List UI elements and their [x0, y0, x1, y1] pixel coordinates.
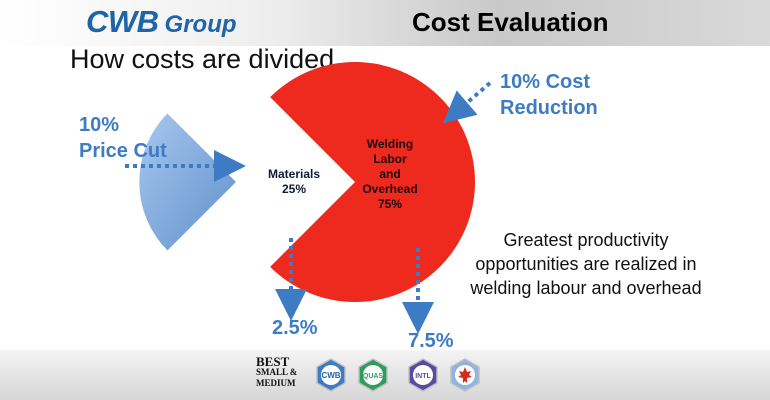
best-small-medium-logo: BEST SMALL & MEDIUM: [256, 354, 308, 396]
pie-label-line: and: [379, 167, 400, 181]
price-cut-percent: 10%: [79, 114, 120, 136]
price-cut-annotation: 10% Price Cut: [79, 112, 167, 164]
pie-label-line: Welding: [367, 137, 413, 151]
best-logo-line-1: BEST: [256, 354, 290, 369]
labor-share-label: 7.5%: [408, 330, 454, 352]
cost-reduction-label: Reduction: [500, 97, 598, 119]
brand-main: CWB: [86, 4, 159, 39]
best-logo-line-2: SMALL &: [256, 367, 298, 377]
intl-seal-logo: INTL: [408, 358, 438, 392]
maple-leaf-seal-logo: [450, 358, 480, 392]
best-logo-line-3: MEDIUM: [256, 378, 296, 388]
pie-slice-materials: [137, 111, 239, 253]
pie-label-line: 25%: [282, 182, 306, 196]
slide-subtitle: How costs are divided.: [70, 44, 342, 74]
quas-seal-text: QUAS: [363, 373, 384, 380]
pie-label-materials: Materials 25%: [268, 167, 320, 196]
cost-reduction-annotation: 10% Cost Reduction: [500, 69, 598, 121]
pie-label-line: Labor: [373, 152, 407, 166]
brand-logo: CWB Group: [86, 4, 237, 40]
cost-reduction-arrow: [442, 81, 492, 124]
maple-leaf-icon: [458, 367, 472, 383]
cwb-seal-logo: CWB: [316, 358, 346, 392]
intl-seal-text: INTL: [415, 373, 431, 380]
page-title: Cost Evaluation: [412, 7, 609, 37]
pie-slices: [137, 62, 476, 302]
pie-label-welding-labor-overhead: Welding Labor and Overhead 75%: [362, 137, 417, 211]
pie-label-line: Overhead: [362, 182, 417, 196]
pie-label-line: Materials: [268, 167, 320, 181]
productivity-note: Greatest productivity opportunities are …: [470, 230, 702, 298]
header-bar: [0, 0, 770, 46]
quas-seal-logo: QUAS: [358, 358, 388, 392]
cost-reduction-percent: 10% Cost: [500, 71, 591, 93]
brand-sub: Group: [164, 11, 237, 38]
pie-label-line: 75%: [378, 197, 402, 211]
pie-slice-labels: Materials 25% Welding Labor and Overhead 75%: [268, 137, 418, 211]
cwb-seal-text: CWB: [321, 371, 340, 380]
materials-share-label: 2.5%: [272, 317, 318, 339]
price-cut-label: Price Cut: [79, 140, 167, 162]
pie-slice-welding-labor-overhead: [270, 62, 476, 302]
